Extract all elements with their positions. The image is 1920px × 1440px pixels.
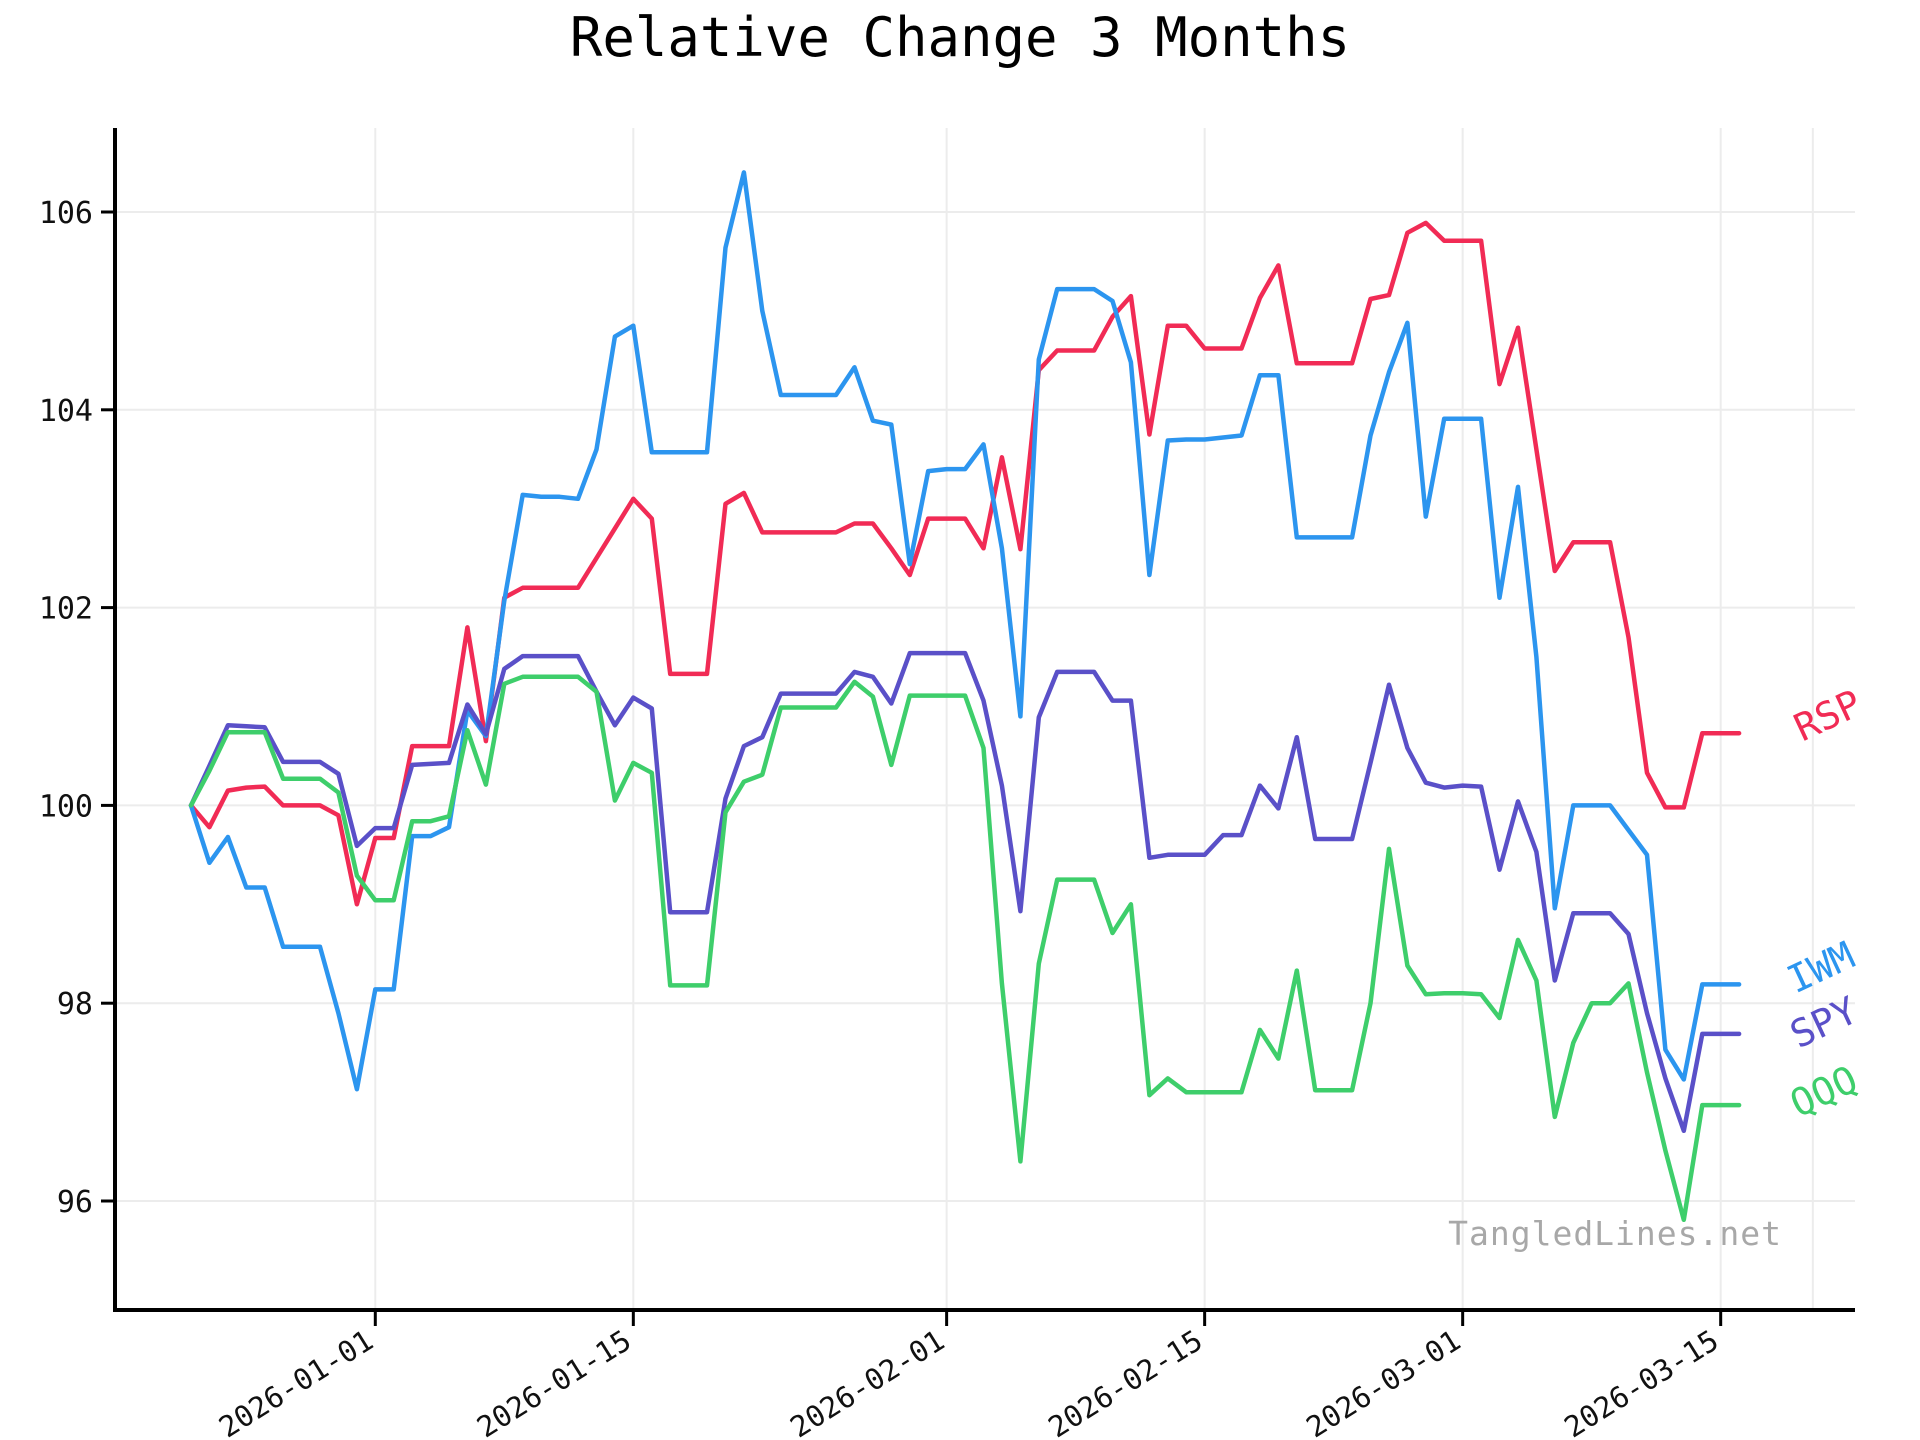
y-tick-label: 96	[57, 1185, 93, 1220]
y-tick-label: 100	[39, 789, 93, 824]
x-tick-label: 2026-02-15	[1042, 1323, 1208, 1440]
y-tick-label: 106	[39, 196, 93, 231]
y-tick-label: 98	[57, 987, 93, 1022]
series-line-iwm	[188, 170, 1742, 1092]
gridlines	[115, 128, 1855, 1310]
x-tick-label: 2026-02-01	[784, 1323, 950, 1440]
tick-labels: 96 98 100 102 104 106 2026-01-01 2026-01-15 2026…	[39, 196, 1725, 1440]
x-tick-label: 2026-01-01	[213, 1323, 379, 1440]
watermark: TangledLines.net	[1448, 1214, 1782, 1253]
series-line-qqq	[188, 674, 1742, 1223]
series-line-rsp	[188, 220, 1742, 907]
axis-spines	[113, 128, 1855, 1312]
y-tick-label: 102	[39, 592, 93, 627]
x-tick-label: 2026-01-15	[471, 1323, 637, 1440]
x-tick-label: 2026-03-15	[1558, 1323, 1724, 1440]
chart-title: Relative Change 3 Months	[569, 6, 1351, 69]
x-tick-label: 2026-03-01	[1300, 1323, 1466, 1440]
tick-marks	[101, 210, 1723, 1326]
y-tick-label: 104	[39, 394, 93, 429]
series-line-spy	[188, 650, 1742, 1134]
